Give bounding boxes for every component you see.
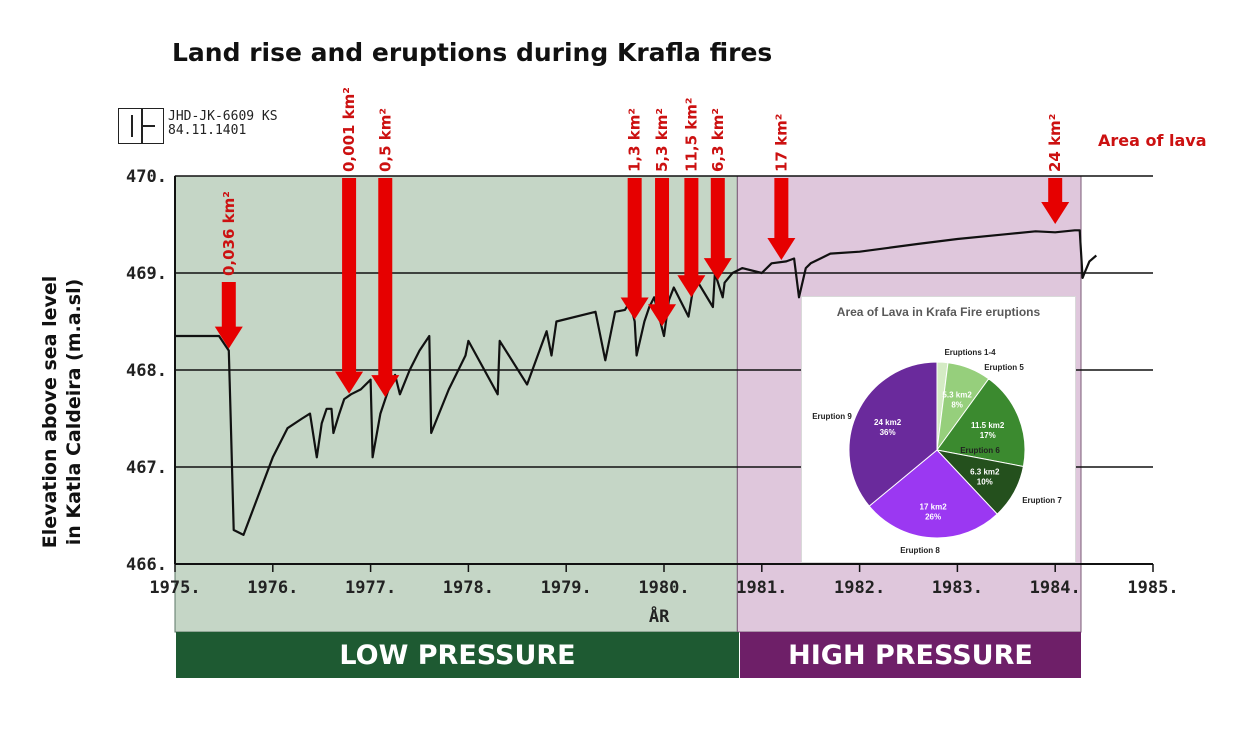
eruption-area-label: 6,3 km² [709, 108, 727, 172]
pie-slice-name: Eruptions 1-4 [944, 348, 996, 357]
x-tick-label: 1977. [345, 578, 396, 598]
stamp-text: JHD-JK-6609 KS 84.11.1401 [168, 110, 278, 138]
pie-slice-name: Eruption 9 [812, 412, 852, 421]
pie-slice-name: Eruption 6 [960, 446, 1000, 455]
x-tick-label: 1980. [638, 578, 689, 598]
pie-slice-label: 26% [925, 513, 941, 522]
eruption-arrow [371, 178, 400, 398]
eruption-area-label: 5,3 km² [653, 108, 671, 172]
stamp-line-2: 84.11.1401 [168, 123, 247, 138]
eruption-arrow [214, 282, 243, 349]
eruption-area-label: 17 km² [772, 114, 790, 172]
eruption-arrows: 0,036 km² 0,001 km² 0,5 km² 1,3 km² 5,3 km² 1… [214, 87, 1070, 398]
pie-slice-label: 24 km2 [874, 418, 902, 427]
low-pressure-region [174, 175, 738, 633]
eruption-arrow [677, 178, 706, 298]
eruption-arrow [703, 178, 732, 281]
pie-slice-name: Eruption 5 [984, 363, 1024, 372]
x-tick-label: 1985. [1127, 578, 1178, 598]
x-axis-label: ÅR [649, 604, 670, 627]
eruption-area-label: 11,5 km² [682, 98, 700, 172]
pie-slice-name: Eruption 8 [900, 546, 940, 555]
y-tick-label: 469. [126, 264, 167, 284]
pie-slice-label: 8% [951, 400, 963, 409]
eruption-arrow [1041, 178, 1070, 224]
x-tick-label: 1981. [736, 578, 787, 598]
x-tick-label: 1975. [149, 578, 200, 598]
pie-slice-label: 6.3 km2 [970, 467, 1000, 476]
pie-chart-title: Area of Lava in Krafa Fire eruptions [836, 305, 1041, 319]
low-pressure-band: LOW PRESSURE [176, 632, 739, 678]
pie-slice [936, 378, 1026, 468]
eruption-area-label: 1,3 km² [626, 108, 644, 172]
x-tick-label: 1976. [247, 578, 298, 598]
eruption-area-label: 0,036 km² [220, 191, 238, 276]
y-tick-label: 466. [126, 555, 167, 575]
x-ticks: 1975. 1976. 1977. 1978. 1979. 1980. 1981. 1982.… [149, 564, 1179, 598]
eruption-area-label: 0,5 km² [376, 108, 394, 172]
stamp-logo-icon [118, 108, 164, 144]
area-of-lava-label: Area of lava [1098, 131, 1207, 150]
pie-slice-label: 17 km2 [920, 503, 948, 512]
pie-slice-label: 10% [977, 477, 993, 486]
x-tick-label: 1978. [443, 578, 494, 598]
eruption-area-label: 24 km² [1046, 114, 1064, 172]
pie-slice-label: 11.5 km2 [971, 421, 1005, 430]
eruption-arrow [648, 178, 677, 327]
x-tick-label: 1982. [834, 578, 885, 598]
pie-slice-label: 17% [980, 431, 996, 440]
y-ticks: 466. 467. 468. 469. 470. [126, 167, 167, 575]
pie-slice-label: 36% [880, 428, 896, 437]
y-tick-label: 467. [126, 458, 167, 478]
pie-slice-name: Eruption 7 [1022, 496, 1062, 505]
pie-slice [868, 449, 998, 539]
chart-title: Land rise and eruptions during Krafla fi… [172, 38, 773, 67]
x-tick-label: 1983. [932, 578, 983, 598]
eruption-arrow [335, 178, 364, 394]
pie-slice-label: 5.3 km2 [942, 390, 972, 399]
y-tick-label: 468. [126, 361, 167, 381]
eruption-arrow [620, 178, 649, 320]
stamp-line-1: JHD-JK-6609 KS [168, 109, 278, 124]
x-tick-label: 1984. [1030, 578, 1081, 598]
elevation-series-line [175, 229, 1098, 537]
pie-chart-inset: Area of Lava in Krafa Fire eruptions Eru… [801, 296, 1076, 563]
eruption-area-label: 0,001 km² [340, 87, 358, 172]
x-tick-label: 1979. [541, 578, 592, 598]
high-pressure-band: HIGH PRESSURE [740, 632, 1081, 678]
pie-slice [848, 361, 938, 507]
eruption-arrow [767, 178, 796, 261]
y-tick-label: 470. [126, 167, 167, 187]
